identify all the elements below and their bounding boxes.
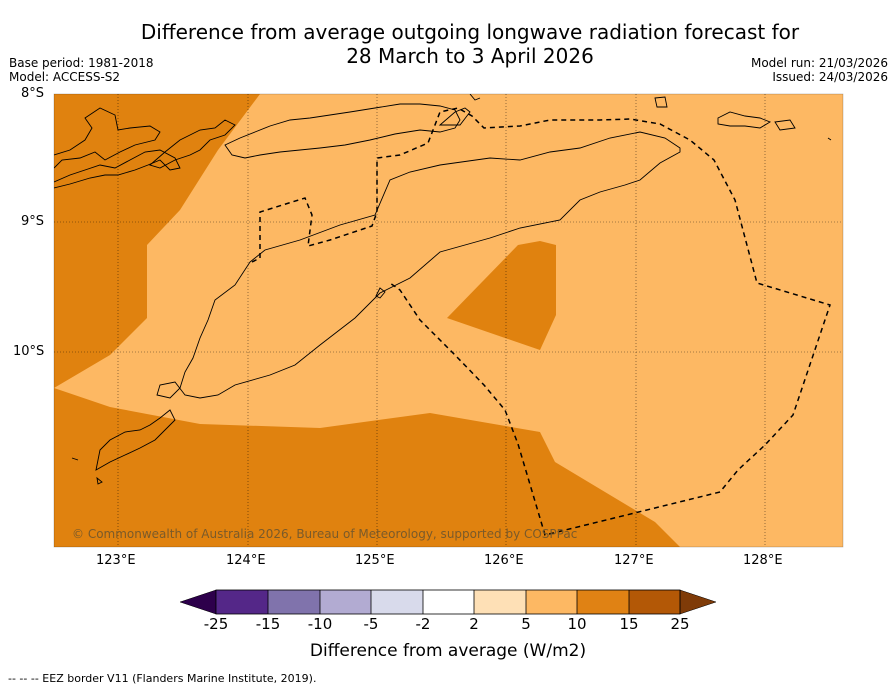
atauro-coast	[375, 287, 386, 299]
colorbar-tick-0: -25	[203, 615, 229, 633]
leti-coast	[717, 111, 772, 129]
map-layer	[54, 94, 843, 547]
lon-label-127e: 127°E	[614, 553, 654, 568]
colorbar-bin-6	[474, 590, 526, 614]
lat-label-10s: 10°S	[13, 344, 45, 359]
model-name: Model: ACCESS-S2	[9, 70, 121, 84]
lon-label-123e: 123°E	[96, 553, 136, 568]
meta-left: Base period: 1981-2018 Model: ACCESS-S2	[9, 56, 154, 84]
colorbar-bin-9	[629, 590, 680, 614]
islet-coast	[96, 476, 103, 485]
liran-coast	[438, 107, 471, 126]
colorbar-bin-5	[423, 590, 474, 614]
eez-footer-note: -- -- -- EEZ border V11 (Flanders Marine…	[8, 672, 317, 685]
eez-line-east	[251, 107, 831, 493]
map-frame	[53, 93, 844, 548]
colorbar-bin-7	[526, 590, 577, 614]
pantar-coast	[54, 107, 161, 169]
colorbar-under-triangle	[179, 589, 217, 615]
colorbar-frame	[215, 589, 681, 615]
lon-label-125e: 125°E	[355, 553, 395, 568]
colorbar-tick-6: 5	[521, 615, 531, 633]
eez-border	[251, 107, 831, 536]
colorbar-over-triangle	[679, 589, 717, 615]
rote-coast	[95, 409, 176, 471]
moa-coast	[774, 119, 796, 131]
anomaly-10-15-region-south	[54, 388, 680, 547]
colorbar-tick-3: -5	[363, 615, 379, 633]
lon-label-128e: 128°E	[743, 553, 783, 568]
anomaly-10-15-patch-central	[447, 241, 556, 350]
alor-east-coast	[149, 119, 236, 169]
model-run: Model run: 21/03/2026	[750, 56, 888, 70]
colorbar-tick-7: 10	[567, 615, 587, 633]
island-north-coast	[469, 94, 481, 101]
lon-label-126e: 126°E	[484, 553, 524, 568]
lakor-coast	[827, 137, 832, 141]
meta-right: Model run: 21/03/2026 Issued: 24/03/2026	[751, 56, 888, 84]
chart-title: Difference from average outgoing longwav…	[0, 20, 896, 68]
colorbar-tick-5: 2	[469, 615, 479, 633]
copyright-text: © Commonwealth of Australia 2026, Bureau…	[72, 527, 578, 541]
gridlines	[54, 94, 843, 547]
colorbar-tick-4: -2	[415, 615, 431, 633]
colorbar-bin-1	[216, 590, 268, 614]
anomaly-10-15-region-northwest	[54, 94, 260, 388]
lat-label-8s: 8°S	[21, 86, 45, 101]
eez-line-south	[389, 282, 721, 536]
title-line-1: Difference from average outgoing longwav…	[140, 20, 800, 44]
colorbar-tick-9: 25	[670, 615, 690, 633]
colorbar	[179, 589, 717, 615]
colorbar-separators	[267, 590, 630, 614]
ndao-coast	[71, 457, 79, 461]
timor-coast	[156, 131, 681, 399]
base-period: Base period: 1981-2018	[9, 56, 154, 70]
issued-date: Issued: 24/03/2026	[772, 70, 888, 84]
colorbar-tick-2: -10	[307, 615, 333, 633]
wetar-coast	[224, 103, 461, 159]
alor-coast	[54, 149, 181, 189]
title-line-2: 28 March to 3 April 2026	[346, 44, 594, 68]
coastlines	[54, 94, 832, 485]
colorbar-tick-1: -15	[255, 615, 281, 633]
lat-label-9s: 9°S	[21, 214, 45, 229]
colorbar-bin-8	[577, 590, 629, 614]
lon-label-124e: 124°E	[226, 553, 266, 568]
colorbar-bin-3	[320, 590, 371, 614]
colorbar-bin-4	[371, 590, 423, 614]
colorbar-bin-2	[268, 590, 320, 614]
colorbar-tick-8: 15	[619, 615, 639, 633]
colorbar-title: Difference from average (W/m2)	[309, 641, 587, 661]
romang-coast	[654, 96, 668, 108]
